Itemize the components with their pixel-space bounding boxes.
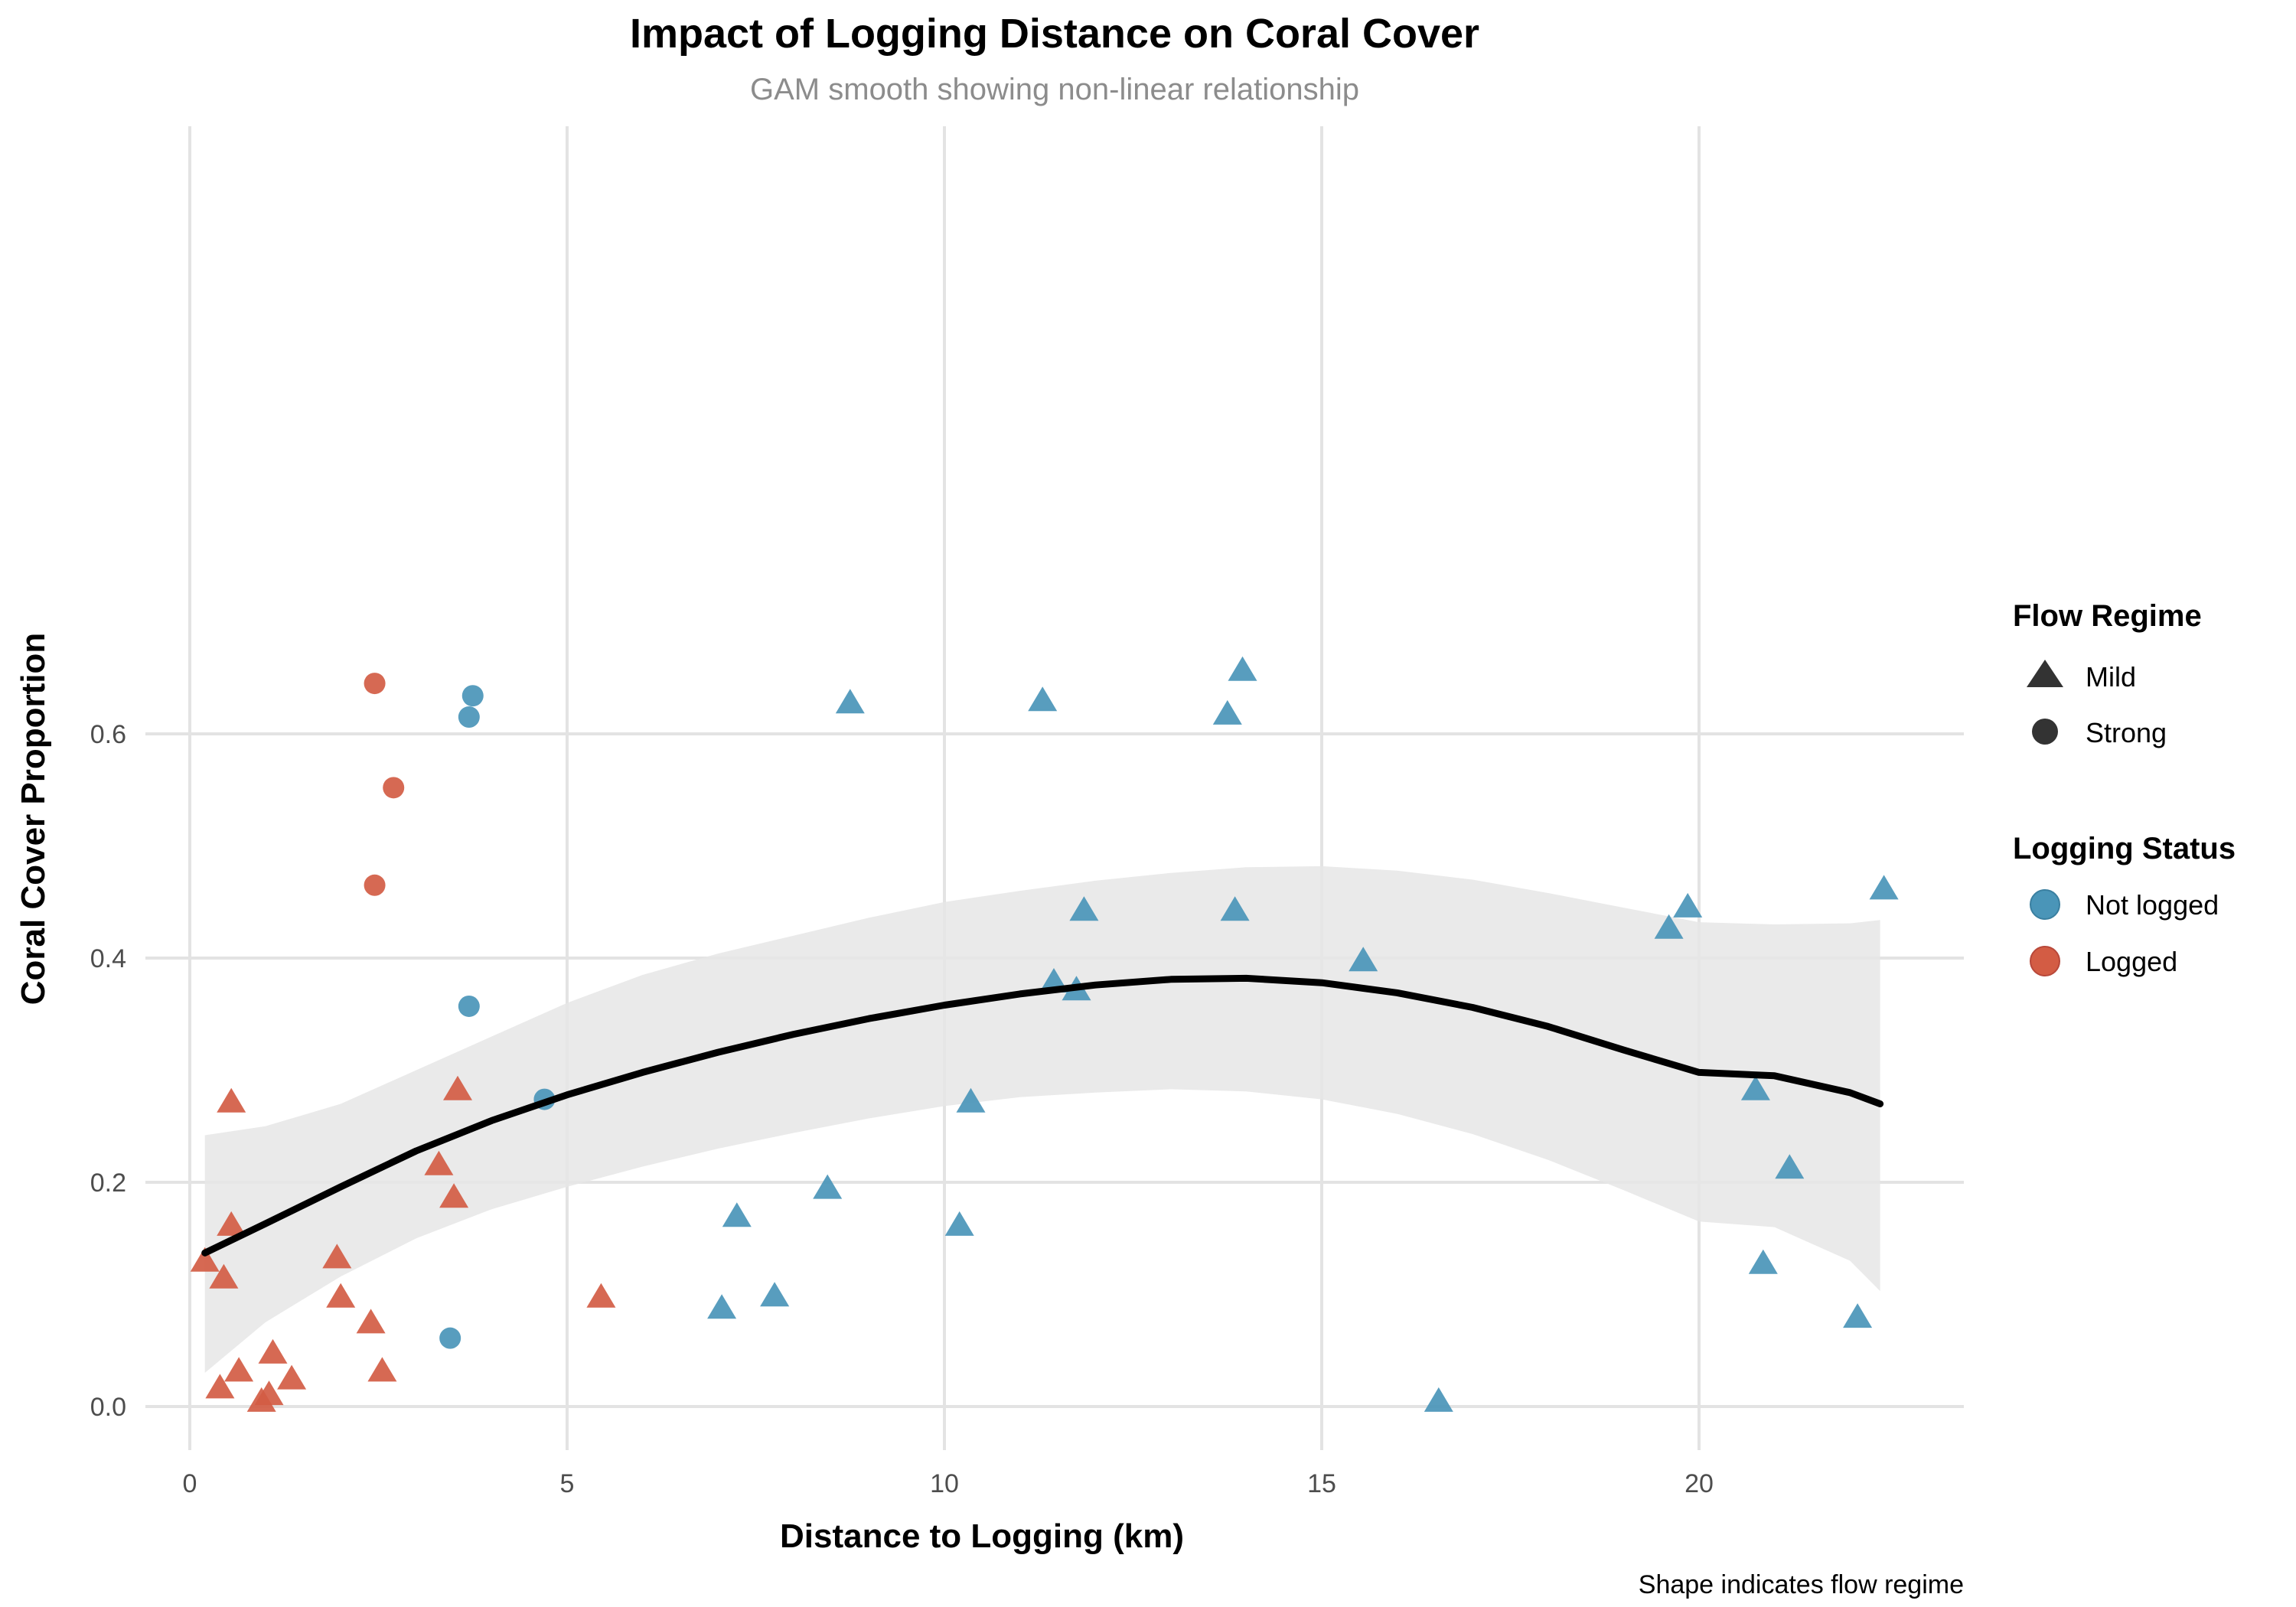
data-point-circle	[461, 685, 484, 707]
y-tick-label: 0.4	[90, 944, 126, 973]
data-point-triangle	[205, 1374, 235, 1399]
data-point-triangle	[835, 689, 865, 714]
data-point-triangle	[1424, 1387, 1453, 1412]
data-point-triangle	[1843, 1303, 1873, 1328]
data-point-circle	[364, 874, 386, 896]
chart-title: Impact of Logging Distance on Coral Cove…	[630, 11, 1479, 57]
x-tick-label: 15	[1307, 1469, 1336, 1498]
legend-strong-label: Strong	[2086, 717, 2167, 748]
confidence-ribbon	[204, 865, 1880, 1373]
data-point-triangle	[1228, 656, 1257, 681]
data-point-triangle	[1212, 699, 1242, 725]
data-point-triangle	[1349, 947, 1378, 972]
data-point-triangle	[586, 1283, 616, 1308]
x-tick-label: 0	[183, 1469, 197, 1498]
data-point-triangle	[277, 1364, 307, 1390]
legend-not-logged-swatch	[2030, 889, 2060, 920]
data-point-circle	[458, 706, 480, 729]
data-point-circle	[383, 777, 405, 799]
y-tick-label: 0.0	[90, 1393, 126, 1422]
data-point-triangle	[190, 1247, 220, 1272]
data-point-triangle	[209, 1263, 239, 1289]
data-point-triangle	[956, 1087, 986, 1113]
data-point-triangle	[944, 1211, 974, 1236]
legend-flow-regime: Flow Regime Mild Strong	[2013, 599, 2202, 748]
data-point-triangle	[322, 1244, 352, 1269]
data-point-circle	[439, 1327, 461, 1349]
data-point-triangle	[760, 1282, 790, 1307]
chart-caption: Shape indicates flow regime	[1639, 1570, 1964, 1599]
legend-logging-title: Logging Status	[2013, 832, 2236, 865]
x-tick-label: 20	[1684, 1469, 1714, 1498]
data-point-triangle	[224, 1357, 254, 1382]
legend-logged-label: Logged	[2086, 946, 2177, 977]
tick-labels: 0 5 10 15 20 0.0 0.2 0.4 0.6	[90, 720, 1714, 1498]
data-point-triangle	[356, 1309, 386, 1334]
x-axis-title: Distance to Logging (km)	[780, 1517, 1184, 1555]
data-point-triangle	[1028, 686, 1058, 712]
data-point-triangle	[326, 1283, 356, 1308]
data-point-triangle	[258, 1338, 288, 1364]
data-point-triangle	[1748, 1249, 1778, 1274]
legend-triangle-icon	[2027, 660, 2063, 687]
legend-flow-title: Flow Regime	[2013, 599, 2202, 633]
x-tick-label: 5	[560, 1469, 575, 1498]
legend-circle-icon	[2032, 719, 2058, 745]
data-point-triangle	[1869, 875, 1899, 900]
legend-not-logged-label: Not logged	[2086, 889, 2219, 921]
y-tick-label: 0.6	[90, 720, 126, 749]
data-point-triangle	[1673, 892, 1703, 918]
data-point-triangle	[246, 1387, 276, 1412]
chart-subtitle: GAM smooth showing non-linear relationsh…	[750, 73, 1359, 106]
data-point-triangle	[1775, 1154, 1805, 1179]
legend-logging-status: Logging Status Not logged Logged	[2013, 832, 2236, 977]
data-point-triangle	[217, 1087, 246, 1113]
data-point-triangle	[813, 1174, 843, 1199]
data-point-circle	[458, 995, 480, 1017]
data-point-triangle	[1740, 1075, 1770, 1100]
data-point-triangle	[424, 1150, 454, 1175]
legend-mild-label: Mild	[2086, 661, 2136, 693]
data-point-triangle	[1069, 896, 1099, 921]
data-point-triangle	[443, 1075, 472, 1100]
data-point-circle	[364, 673, 386, 695]
data-point-triangle	[439, 1183, 469, 1208]
gam-smooth-line	[201, 974, 1884, 1257]
x-tick-label: 10	[930, 1469, 959, 1498]
data-point-triangle	[1654, 914, 1684, 939]
data-point-triangle	[707, 1294, 737, 1319]
y-tick-label: 0.2	[90, 1169, 126, 1198]
y-axis-title: Coral Cover Proportion	[15, 633, 52, 1006]
data-points	[190, 656, 1899, 1412]
data-point-triangle	[217, 1211, 246, 1236]
data-point-triangle	[367, 1357, 397, 1382]
data-point-triangle	[1220, 896, 1250, 921]
legend-logged-swatch	[2030, 946, 2060, 976]
data-point-triangle	[722, 1202, 752, 1227]
